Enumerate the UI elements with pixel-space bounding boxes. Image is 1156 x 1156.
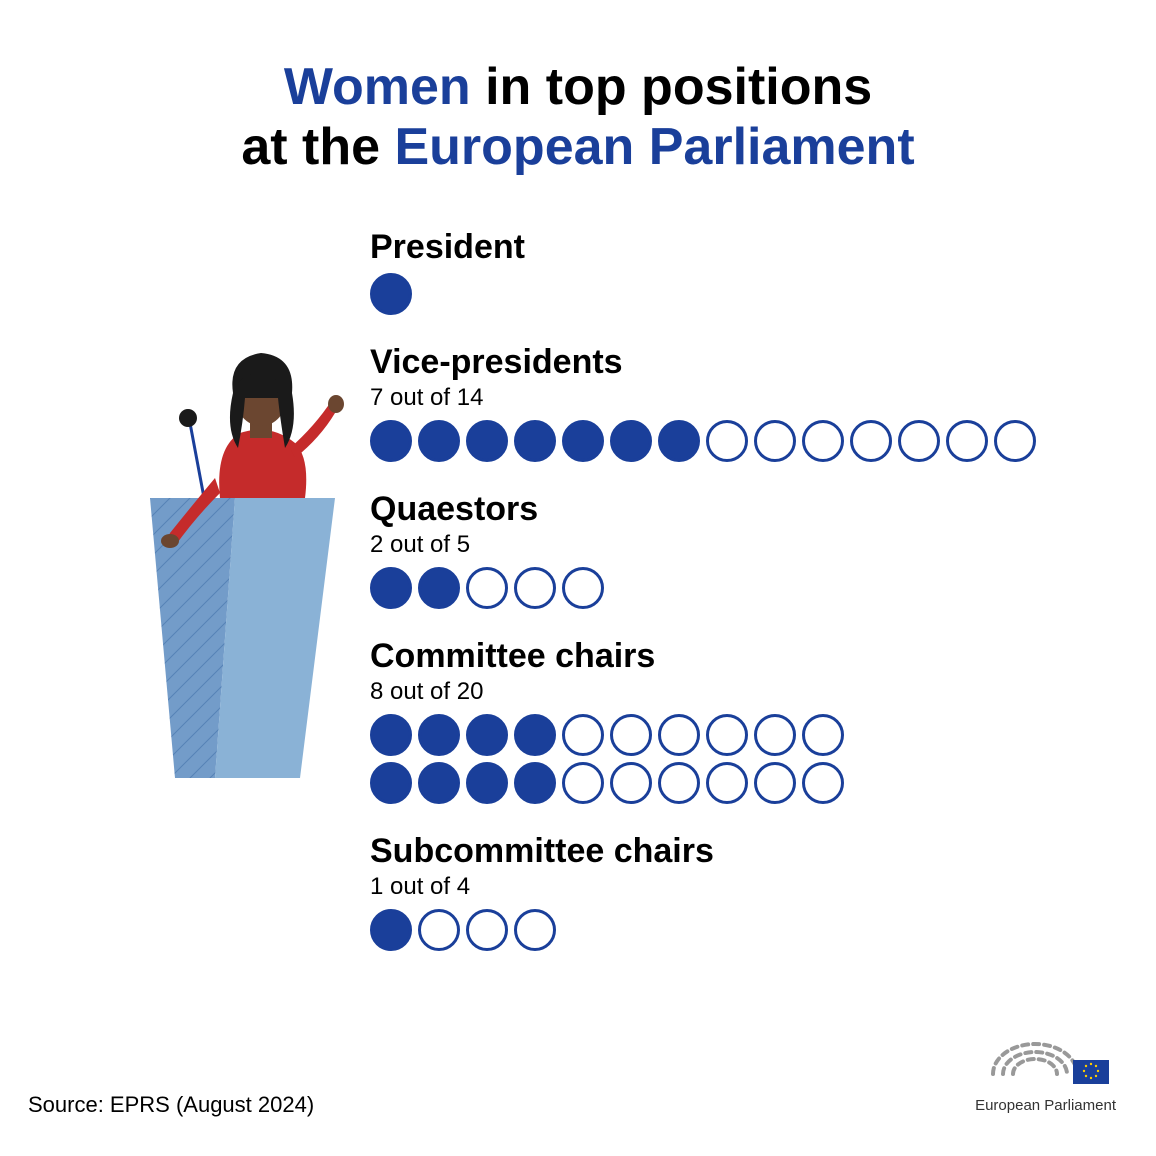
category-subtitle: 2 out of 5 (370, 531, 1156, 559)
category-title: Committee chairs (370, 637, 1156, 676)
source-text: Source: EPRS (August 2024) (28, 1092, 314, 1118)
category-subtitle: 7 out of 14 (370, 384, 1156, 412)
dot-filled (514, 420, 556, 462)
dot-filled (370, 762, 412, 804)
dot-empty (562, 714, 604, 756)
dot-empty (514, 909, 556, 951)
dot-empty (850, 420, 892, 462)
dot-empty (802, 762, 844, 804)
content-area: President Vice-presidents7 out of 14 Quaes… (0, 178, 1156, 979)
dot-filled (370, 909, 412, 951)
logo-caption: European Parliament (975, 1097, 1116, 1114)
category-subtitle: 8 out of 20 (370, 678, 1156, 706)
dot-filled (610, 420, 652, 462)
dots-row (370, 762, 1156, 804)
dot-filled (562, 420, 604, 462)
page-title: Women in top positionsat the European Pa… (0, 0, 1156, 178)
category-title: Subcommittee chairs (370, 832, 1156, 871)
category-title: Vice-presidents (370, 343, 1156, 382)
dot-filled (370, 567, 412, 609)
dot-empty (418, 909, 460, 951)
dot-empty (706, 714, 748, 756)
dot-filled (418, 762, 460, 804)
dot-empty (754, 762, 796, 804)
category: Quaestors2 out of 5 (370, 490, 1156, 609)
category: Subcommittee chairs1 out of 4 (370, 832, 1156, 951)
dot-filled (418, 714, 460, 756)
dot-filled (370, 714, 412, 756)
dots-row (370, 909, 1156, 951)
dots-row (370, 420, 1156, 462)
dot-filled (466, 762, 508, 804)
dot-empty (994, 420, 1036, 462)
dot-empty (706, 420, 748, 462)
dot-filled (370, 273, 412, 315)
category-title: President (370, 228, 1156, 267)
dots-row (370, 714, 1156, 756)
dot-empty (610, 714, 652, 756)
dot-filled (658, 420, 700, 462)
dot-empty (466, 909, 508, 951)
category: Vice-presidents7 out of 14 (370, 343, 1156, 462)
dot-empty (802, 420, 844, 462)
dots-row (370, 567, 1156, 609)
dot-empty (946, 420, 988, 462)
illustration (120, 228, 360, 793)
categories-list: President Vice-presidents7 out of 14 Quaes… (360, 228, 1156, 979)
dot-empty (802, 714, 844, 756)
ep-logo-icon (981, 1026, 1111, 1088)
dot-empty (562, 567, 604, 609)
speaker-podium-illustration (120, 348, 360, 788)
dot-empty (514, 567, 556, 609)
dot-filled (514, 762, 556, 804)
dot-empty (658, 762, 700, 804)
dot-empty (898, 420, 940, 462)
dot-empty (754, 420, 796, 462)
category-subtitle: 1 out of 4 (370, 873, 1156, 901)
ep-logo: European Parliament (975, 1026, 1116, 1114)
category: Committee chairs8 out of 20 (370, 637, 1156, 804)
category: President (370, 228, 1156, 315)
dot-filled (466, 420, 508, 462)
dot-filled (466, 714, 508, 756)
dot-filled (370, 420, 412, 462)
dots-row (370, 273, 1156, 315)
category-title: Quaestors (370, 490, 1156, 529)
dot-filled (418, 420, 460, 462)
dot-empty (706, 762, 748, 804)
dot-empty (562, 762, 604, 804)
dot-empty (658, 714, 700, 756)
dot-empty (754, 714, 796, 756)
dot-filled (418, 567, 460, 609)
dot-empty (610, 762, 652, 804)
dot-empty (466, 567, 508, 609)
dot-filled (514, 714, 556, 756)
